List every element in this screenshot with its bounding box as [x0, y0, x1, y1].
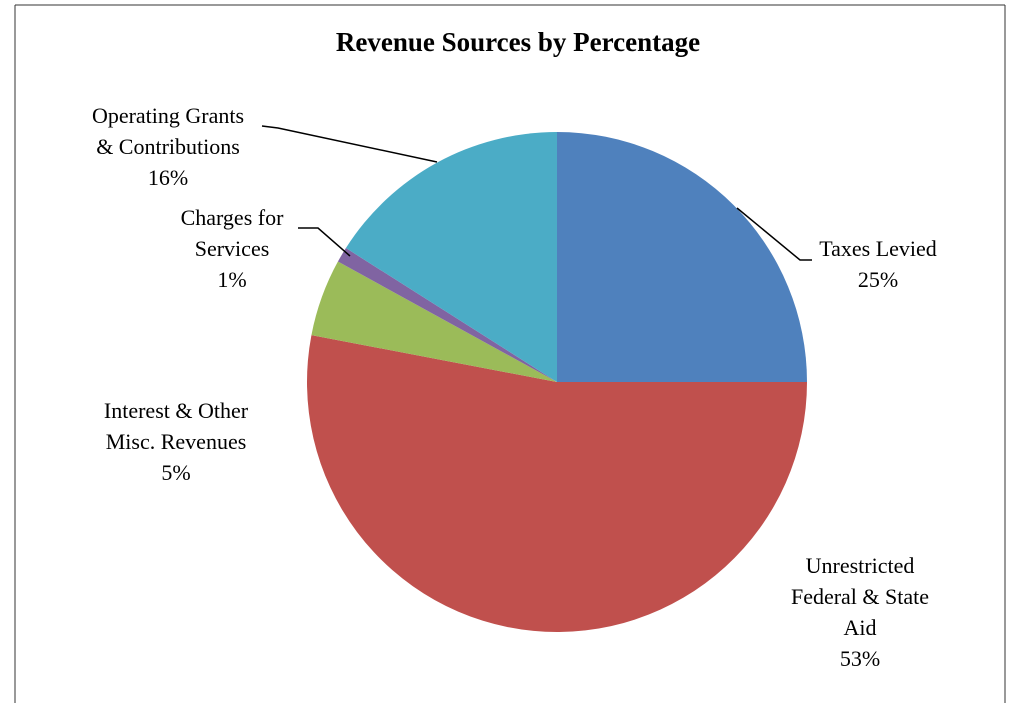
leader-line — [298, 227, 351, 257]
value-label: 1% — [217, 267, 246, 292]
slice-label: Unrestricted Federal & State Aid — [791, 553, 929, 640]
value-label: 16% — [148, 165, 188, 190]
pie-slice — [311, 261, 557, 382]
leader-line — [736, 207, 812, 261]
slice-label: Charges for Services — [181, 205, 285, 261]
pie-slice — [306, 335, 807, 632]
value-label: 25% — [858, 267, 898, 292]
slice-label: Interest & Other Misc. Revenues — [104, 398, 249, 454]
slice-label: Taxes Levied — [819, 236, 937, 261]
leader-line — [261, 125, 438, 163]
slice-label: Operating Grants & Contributions — [92, 103, 244, 159]
value-label: 53% — [840, 646, 880, 671]
pie-slice — [337, 248, 557, 382]
pie-slice — [345, 132, 557, 382]
value-label: 5% — [161, 460, 190, 485]
pie-slice — [557, 132, 807, 382]
chart-title: Revenue Sources by Percentage — [336, 27, 700, 57]
